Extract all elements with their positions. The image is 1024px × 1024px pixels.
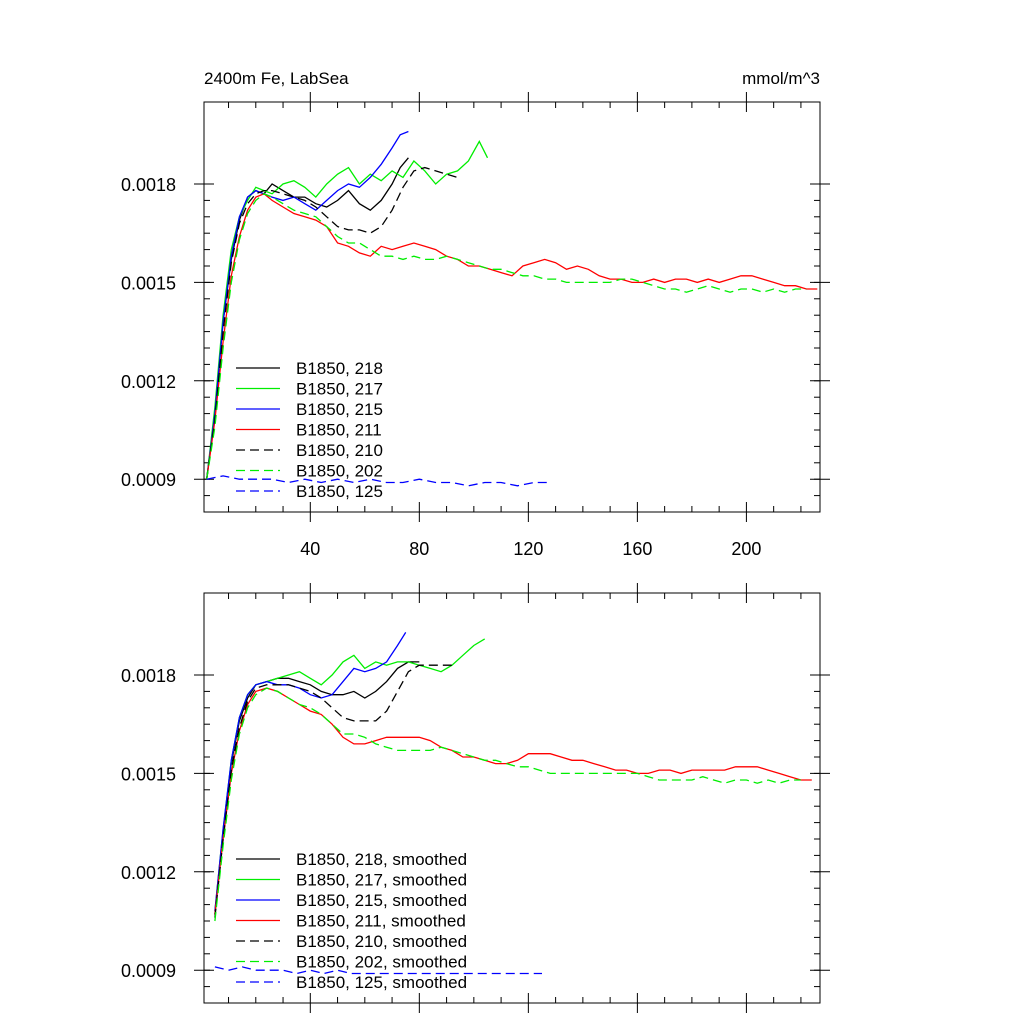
y-tick-label: 0.0009 — [121, 961, 176, 981]
y-tick-label: 0.0015 — [121, 273, 176, 293]
series-line — [214, 661, 420, 915]
chart-title: 2400m Fe, LabSea — [204, 69, 349, 88]
y-tick-label: 0.0015 — [121, 764, 176, 784]
x-tick-label: 120 — [513, 539, 543, 559]
legend-label: B1850, 202, smoothed — [296, 953, 467, 972]
series-line — [214, 687, 801, 922]
legend-label: B1850, 210, smoothed — [296, 932, 467, 951]
legend-label: B1850, 218, smoothed — [296, 850, 467, 869]
x-tick-label: 160 — [622, 539, 652, 559]
legend-label: B1850, 125 — [296, 482, 383, 501]
x-tick-label: 80 — [409, 539, 429, 559]
legend-label: B1850, 217 — [296, 380, 383, 399]
series-line — [206, 140, 489, 480]
y-tick-label: 0.0009 — [121, 470, 176, 490]
y-tick-label: 0.0018 — [121, 666, 176, 686]
series-line — [206, 157, 409, 480]
legend-label: B1850, 125, smoothed — [296, 973, 467, 992]
series-line — [206, 130, 409, 480]
chart-units-label: mmol/m^3 — [742, 69, 820, 88]
legend-label: B1850, 215 — [296, 400, 383, 419]
top-panel: 40 80 120 160 200 0.0009 0.0012 0.0015 0.0018 B18… — [121, 92, 830, 559]
series-line — [206, 193, 807, 480]
y-tick-label: 0.0012 — [121, 372, 176, 392]
series-line — [206, 166, 458, 480]
legend-label: B1850, 217, smoothed — [296, 871, 467, 890]
series-line — [206, 193, 818, 480]
series-line — [214, 664, 452, 918]
plot-frame — [203, 101, 821, 513]
x-tick-label: 200 — [731, 539, 761, 559]
series-line — [214, 632, 407, 912]
legend-label: B1850, 211 — [296, 421, 382, 440]
legend-label: B1850, 218 — [296, 359, 383, 378]
legend-label: B1850, 211, smoothed — [296, 912, 466, 931]
y-tick-label: 0.0012 — [121, 863, 176, 883]
x-tick-label: 40 — [300, 539, 320, 559]
legend-label: B1850, 210 — [296, 441, 383, 460]
series-line — [206, 475, 548, 487]
legend-label: B1850, 215, smoothed — [296, 891, 467, 910]
plot-frame — [203, 592, 821, 1004]
legend-label: B1850, 202 — [296, 462, 383, 481]
y-tick-label: 0.0018 — [121, 175, 176, 195]
bottom-panel: 0.0009 0.0012 0.0015 0.0018 B1850, 218, smoo… — [121, 583, 830, 1013]
